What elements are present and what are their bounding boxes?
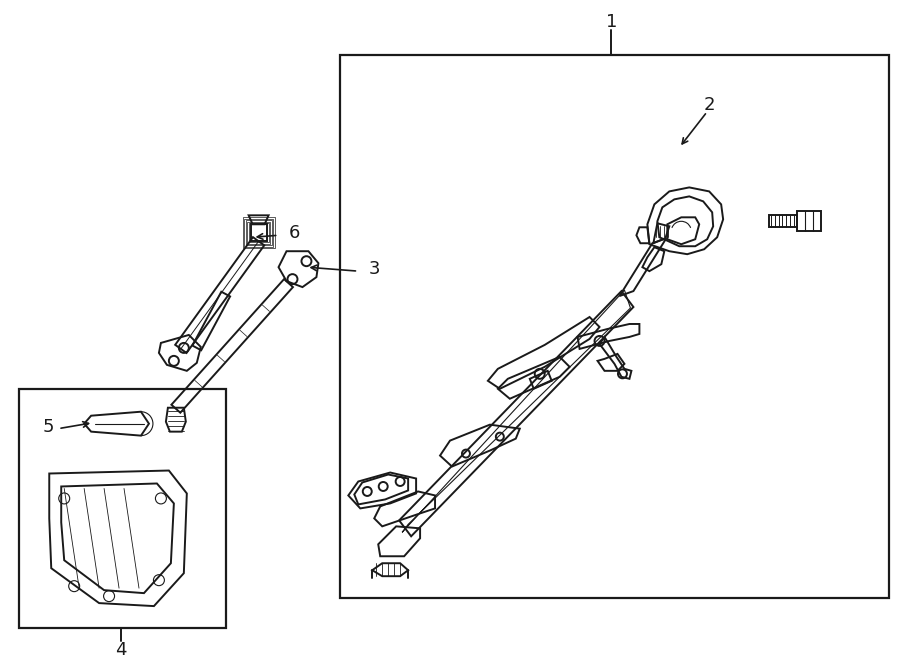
Text: 5: 5 [42,418,54,436]
Text: 4: 4 [115,641,127,659]
Text: 1: 1 [606,13,617,31]
Text: 3: 3 [368,260,380,278]
Text: 2: 2 [704,96,715,114]
Text: 6: 6 [289,224,300,243]
